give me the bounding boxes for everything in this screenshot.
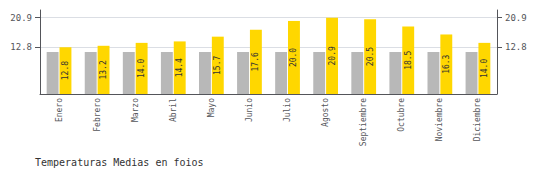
- svg-text:14.4: 14.4: [175, 58, 184, 77]
- svg-text:20.5: 20.5: [366, 47, 375, 66]
- svg-text:13.2: 13.2: [99, 60, 108, 79]
- svg-text:17.6: 17.6: [251, 52, 260, 71]
- svg-text:Agosto: Agosto: [321, 98, 330, 127]
- svg-text:Noviembre: Noviembre: [435, 98, 444, 142]
- svg-text:Febrero: Febrero: [93, 98, 102, 132]
- svg-text:12.8: 12.8: [505, 42, 527, 52]
- svg-text:Temperaturas Medias en foios: Temperaturas Medias en foios: [35, 157, 204, 168]
- svg-text:12.8: 12.8: [10, 42, 32, 52]
- svg-text:14.0: 14.0: [137, 59, 146, 78]
- svg-text:Diciembre: Diciembre: [473, 98, 482, 142]
- svg-text:14.0: 14.0: [480, 59, 489, 78]
- svg-text:Enero: Enero: [55, 98, 64, 122]
- svg-text:Junio: Junio: [245, 98, 254, 122]
- svg-text:Abril: Abril: [169, 98, 178, 122]
- svg-text:20.0: 20.0: [289, 48, 298, 67]
- svg-text:20.9: 20.9: [10, 13, 32, 23]
- svg-text:12.8: 12.8: [61, 61, 70, 80]
- svg-text:20.9: 20.9: [328, 46, 337, 65]
- svg-text:Julio: Julio: [283, 98, 292, 122]
- svg-text:Mayo: Mayo: [207, 98, 216, 117]
- svg-text:Octubre: Octubre: [397, 98, 406, 132]
- svg-text:Septiembre: Septiembre: [359, 98, 368, 146]
- svg-text:20.9: 20.9: [505, 13, 527, 23]
- svg-text:15.7: 15.7: [213, 56, 222, 75]
- svg-text:18.5: 18.5: [404, 50, 413, 69]
- svg-text:16.3: 16.3: [442, 54, 451, 73]
- svg-text:Marzo: Marzo: [131, 98, 140, 122]
